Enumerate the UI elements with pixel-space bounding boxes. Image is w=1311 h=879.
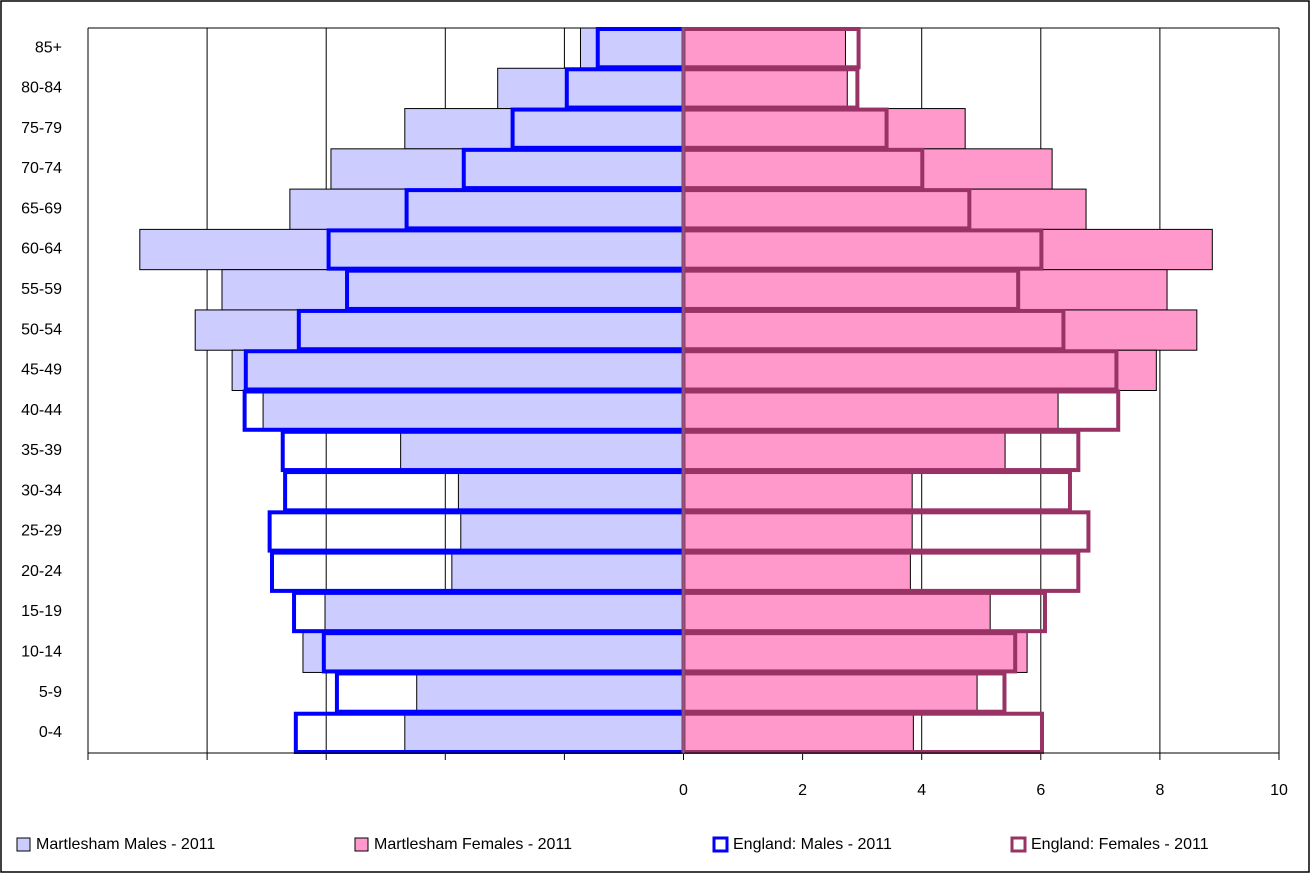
y-tick-label: 25-29 xyxy=(21,523,62,540)
bar xyxy=(221,269,685,311)
bar xyxy=(683,390,1059,432)
y-tick-label: 65-69 xyxy=(21,200,62,217)
bar xyxy=(683,671,978,714)
x-tick-label: 4 xyxy=(917,782,926,799)
bar xyxy=(324,591,684,633)
y-tick-label: 30-34 xyxy=(21,482,62,499)
y-tick-label: 0-4 xyxy=(39,724,62,741)
bar xyxy=(497,67,685,110)
x-tick-label: 8 xyxy=(1155,782,1164,799)
bar xyxy=(139,228,685,271)
bar xyxy=(683,67,848,110)
bar xyxy=(683,510,913,553)
bar xyxy=(404,108,684,150)
x-tick-label: 2 xyxy=(798,782,807,799)
bar xyxy=(683,108,966,150)
bar xyxy=(457,470,684,512)
bar xyxy=(289,188,684,230)
bar xyxy=(683,148,1053,190)
y-tick-label: 35-39 xyxy=(21,442,62,459)
legend-label: England: Males - 2011 xyxy=(733,836,892,853)
y-tick-label: 15-19 xyxy=(21,603,62,620)
bar xyxy=(302,631,684,673)
bar xyxy=(330,148,684,190)
bar xyxy=(404,712,684,754)
bar xyxy=(683,228,1213,271)
bar xyxy=(460,510,684,553)
legend-swatch xyxy=(16,837,31,852)
bar xyxy=(683,591,991,633)
x-tick-label: 0 xyxy=(679,782,688,799)
y-tick-label: 75-79 xyxy=(21,120,62,137)
bar xyxy=(683,470,913,512)
bar xyxy=(683,349,1157,392)
y-tick-label: 80-84 xyxy=(21,80,62,97)
y-tick-label: 85+ xyxy=(35,39,62,56)
y-tick-label: 50-54 xyxy=(21,321,62,338)
bar xyxy=(262,390,684,432)
bar xyxy=(400,430,684,472)
bar xyxy=(683,430,1006,472)
x-tick-label: 10 xyxy=(1270,782,1288,799)
bar xyxy=(416,671,684,714)
legend-label: England: Females - 2011 xyxy=(1031,836,1209,853)
y-tick-label: 20-24 xyxy=(21,563,62,580)
bar xyxy=(683,309,1198,351)
bar xyxy=(683,712,914,754)
bar xyxy=(231,349,684,392)
legend-swatch xyxy=(1010,836,1027,853)
y-tick-label: 40-44 xyxy=(21,402,62,419)
legend-swatch xyxy=(712,836,729,853)
y-tick-label: 45-49 xyxy=(21,362,62,379)
bar xyxy=(194,309,684,351)
y-tick-label: 10-14 xyxy=(21,644,62,661)
bar xyxy=(683,631,1028,673)
bar xyxy=(451,551,684,593)
x-tick-label: 6 xyxy=(1036,782,1045,799)
legend-label: Martlesham Females - 2011 xyxy=(374,836,572,853)
bar xyxy=(683,27,846,69)
legend-swatch xyxy=(354,837,369,852)
y-tick-label: 60-64 xyxy=(21,241,62,258)
bar xyxy=(683,269,1168,311)
y-tick-label: 55-59 xyxy=(21,281,62,298)
y-tick-label: 5-9 xyxy=(39,684,62,701)
bar xyxy=(683,188,1087,230)
y-tick-label: 70-74 xyxy=(21,160,62,177)
legend-label: Martlesham Males - 2011 xyxy=(36,836,215,853)
bar xyxy=(683,551,911,593)
